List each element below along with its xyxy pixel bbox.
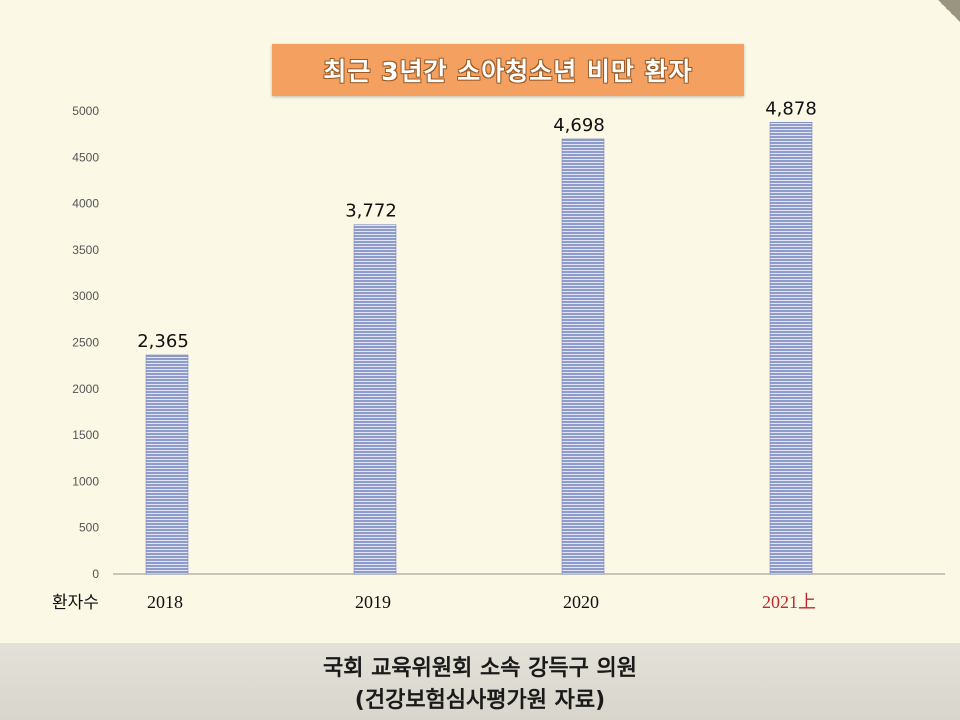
y-tick-label: 5000 [72, 104, 99, 118]
chart-title: 최근 3년간 소아청소년 비만 환자 [323, 57, 693, 86]
value-label: 4,698 [553, 115, 605, 136]
y-tick-label: 1000 [72, 474, 99, 488]
x-tick-label: 2021上 [762, 592, 816, 612]
y-tick-label: 0 [92, 567, 99, 581]
y-tick-label: 4500 [72, 150, 99, 164]
x-tick-label: 2018 [147, 592, 183, 612]
page-corner-fold [938, 0, 960, 22]
y-tick-label: 4000 [72, 197, 99, 211]
value-labels: 2,365 3,772 4,698 4,878 [137, 98, 817, 352]
footer-source-line1: 국회 교육위원회 소속 강득구 의원 [323, 656, 637, 681]
y-tick-label: 1500 [72, 428, 99, 442]
bar-series [145, 121, 813, 575]
x-tick-label: 2020 [563, 592, 599, 612]
footer-source-line2: (건강보험심사평가원 자료) [354, 688, 606, 713]
bar-2018 [145, 354, 189, 575]
x-tick-label: 2019 [355, 592, 391, 612]
x-axis: 2018 2019 2020 2021上 [147, 592, 816, 612]
value-label: 3,772 [345, 201, 397, 222]
y-tick-label: 3500 [72, 243, 99, 257]
y-tick-label: 2500 [72, 336, 99, 350]
bar-2020 [561, 138, 605, 575]
value-label: 2,365 [137, 331, 189, 352]
bar-2019 [353, 224, 397, 575]
y-tick-label: 3000 [72, 289, 99, 303]
y-tick-label: 500 [79, 521, 99, 535]
chart-title-box: 최근 3년간 소아청소년 비만 환자 [272, 44, 744, 96]
series-label: 환자수 [52, 593, 99, 613]
bar-2021上 [769, 121, 813, 575]
y-axis: 0 500 1000 1500 2000 2500 3000 3500 4000 4500 5000 [72, 104, 99, 581]
value-label: 4,878 [765, 98, 817, 119]
y-tick-label: 2000 [72, 382, 99, 396]
footer-band [0, 643, 960, 720]
